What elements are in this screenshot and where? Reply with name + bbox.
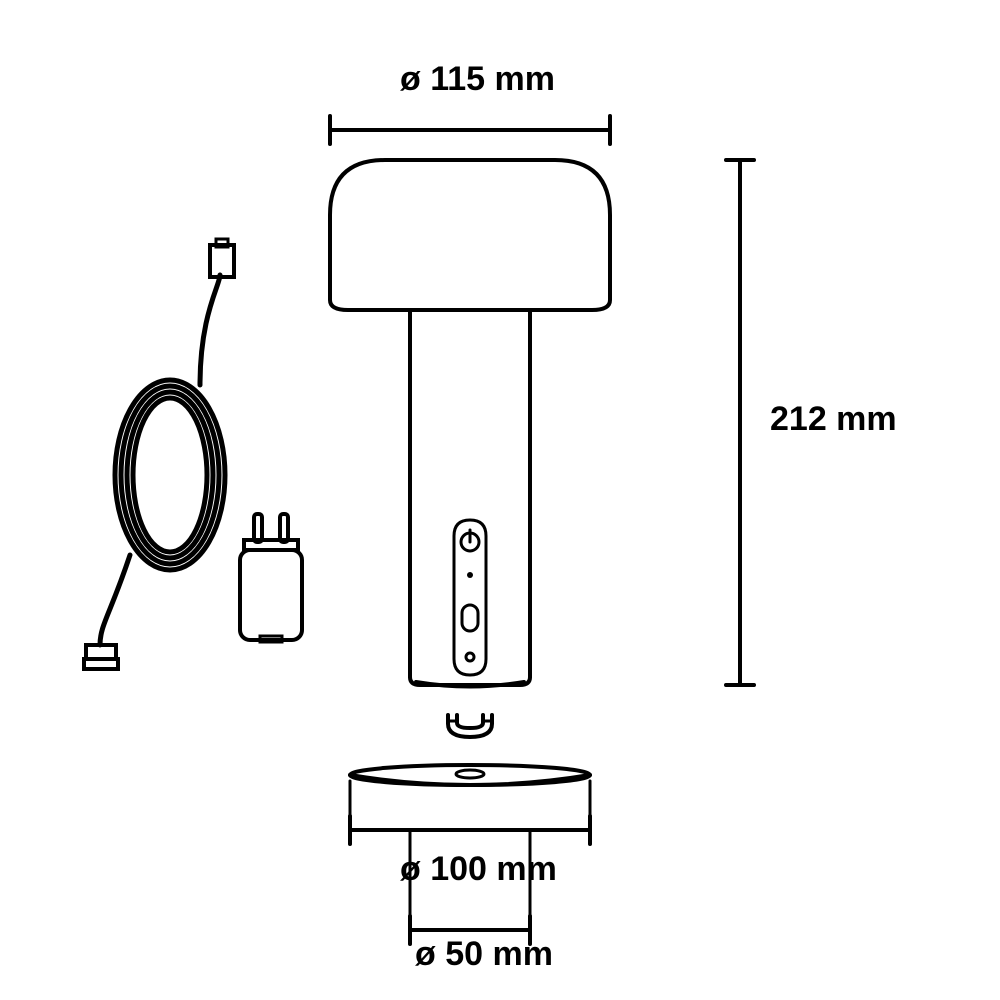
technical-drawing: { "labels": { "top_diameter": "ø 115 mm"… — [0, 0, 1000, 1000]
label-top-diameter: ø 115 mm — [400, 60, 555, 99]
label-height: 212 mm — [770, 400, 897, 439]
label-inner-diameter: ø 50 mm — [415, 935, 553, 974]
label-base-diameter: ø 100 mm — [400, 850, 557, 889]
